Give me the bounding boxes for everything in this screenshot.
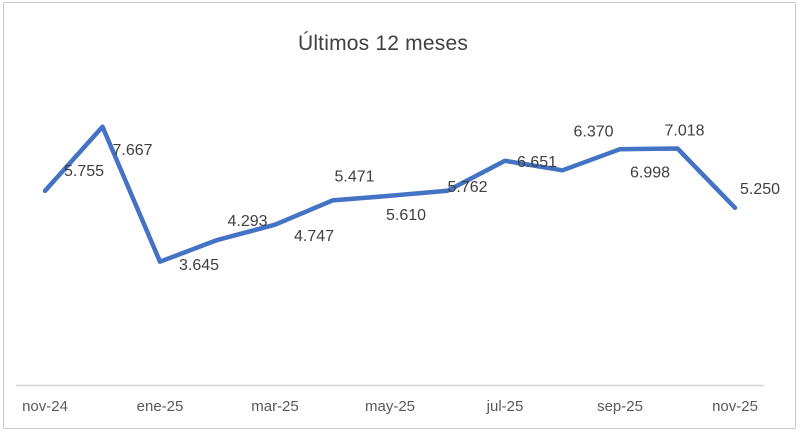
data-point-label: 7.667 xyxy=(112,142,152,159)
data-point-label: 3.645 xyxy=(179,257,219,274)
series-line xyxy=(42,124,738,264)
x-axis-tick-label: nov-24 xyxy=(22,398,68,415)
data-point-label: 5.610 xyxy=(386,207,426,224)
chart-frame xyxy=(3,2,796,429)
data-point-label: 5.250 xyxy=(740,181,780,198)
data-point-label: 5.762 xyxy=(447,179,487,196)
x-axis-tick-label: sep-25 xyxy=(597,398,643,415)
data-point-label: 6.651 xyxy=(517,154,557,171)
x-axis-tick-label: jul-25 xyxy=(486,398,524,415)
data-point-label: 5.755 xyxy=(64,163,104,180)
x-axis-tick-label: nov-25 xyxy=(712,398,758,415)
data-point-label: 5.471 xyxy=(334,169,374,186)
x-axis-tick-label: may-25 xyxy=(365,398,415,415)
data-point-label: 4.293 xyxy=(227,213,267,230)
data-point-label: 6.370 xyxy=(573,124,613,141)
chart-title: Últimos 12 meses xyxy=(297,32,469,55)
x-axis-tick-label: ene-25 xyxy=(137,398,184,415)
data-point-label: 6.998 xyxy=(630,164,670,181)
data-point-label: 4.747 xyxy=(294,228,334,245)
data-point-label: 7.018 xyxy=(664,123,704,140)
x-axis-tick-label: mar-25 xyxy=(251,398,299,415)
